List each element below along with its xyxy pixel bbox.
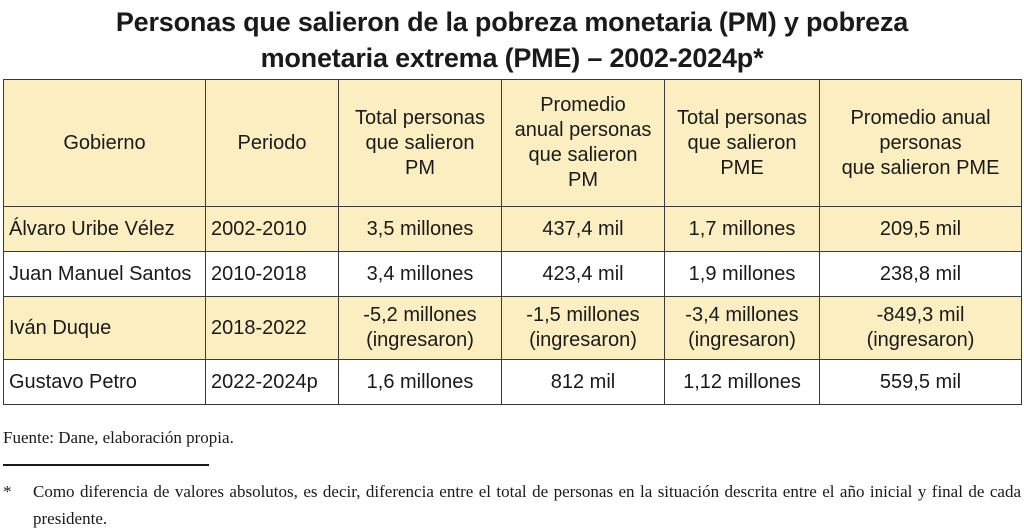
table-row: Álvaro Uribe Vélez 2002-2010 3,5 millones 4… [3, 206, 1022, 252]
table-row: Iván Duque 2018-2022 -5,2 millones (ingresa… [3, 296, 1022, 360]
cell-total-pme: 1,9 millones [664, 251, 820, 297]
cell-promedio-pme: 559,5 mil [819, 359, 1022, 405]
footnote-text: Como diferencia de valores absolutos, es… [33, 482, 1021, 528]
header-text-line: Total personas [354, 106, 486, 129]
header-text-line: Promedio [540, 94, 626, 116]
title-line-1: Personas que salieron de la pobreza mone… [115, 7, 909, 37]
table-body: Álvaro Uribe Vélez 2002-2010 3,5 millones 4… [3, 206, 1022, 405]
header-promedio-pme: Promedio anual personas que salieron PME [819, 79, 1022, 207]
cell-text-line: (ingresaron) [688, 329, 796, 351]
cell-total-pm: 1,6 millones [338, 359, 502, 405]
source-note: Fuente: Dane, elaboración propia. [3, 428, 234, 447]
cell-periodo: 2018-2022 [205, 296, 339, 360]
cell-promedio-pm: 437,4 mil [501, 206, 665, 252]
header-text-line: Periodo [237, 131, 307, 154]
header-periodo: Periodo [205, 79, 339, 207]
cell-text-line: (ingresaron) [366, 329, 474, 351]
cell-promedio-pme: -849,3 mil (ingresaron) [819, 296, 1022, 360]
page-title: Personas que salieron de la pobreza mone… [0, 0, 1024, 80]
cell-text-line: 3,4 millones [366, 262, 474, 285]
cell-text-line: 1,12 millones [683, 370, 801, 393]
cell-text-line: -1,5 millones [526, 304, 640, 326]
header-text-line: personas [879, 131, 962, 154]
cell-text-line: 209,5 mil [879, 217, 962, 240]
header-gobierno: Gobierno [3, 79, 206, 207]
cell-periodo: 2002-2010 [205, 206, 339, 252]
footnote-mark: * [3, 482, 12, 501]
cell-total-pm: 3,5 millones [338, 206, 502, 252]
cell-text-line: 559,5 mil [879, 370, 962, 393]
header-total-pme: Total personas que salieron PME [664, 79, 820, 207]
cell-text-line: -5,2 millones [363, 304, 477, 326]
header-text-line: PM [405, 156, 435, 179]
header-text-line: que salieron PME [841, 156, 1000, 179]
table-row: Gustavo Petro 2022-2024p 1,6 millones 812 m… [3, 359, 1022, 405]
header-text-line: Gobierno [63, 131, 146, 154]
header-text-line: Promedio anual [850, 106, 991, 129]
table-header-row: Gobierno Periodo Total personas que saliero… [3, 79, 1022, 207]
cell-text-line: 238,8 mil [879, 262, 962, 285]
cell-gobierno: Juan Manuel Santos [3, 251, 206, 297]
cell-text-line: 1,6 millones [366, 370, 474, 393]
cell-promedio-pme: 209,5 mil [819, 206, 1022, 252]
header-text-line: que salieron [365, 131, 475, 154]
header-text-line: que salieron [528, 144, 638, 166]
cell-periodo: 2022-2024p [205, 359, 339, 405]
footnote-divider [3, 464, 209, 466]
cell-text-line: 812 mil [550, 370, 616, 393]
cell-text-line: -3,4 millones [685, 304, 799, 326]
cell-text-line: 423,4 mil [542, 262, 624, 285]
cell-text-line: 3,5 millones [366, 217, 474, 240]
header-text-line: Total personas [676, 106, 808, 129]
poverty-table: Gobierno Periodo Total personas que saliero… [3, 79, 1022, 405]
table-row: Juan Manuel Santos 2010-2018 3,4 millones 4… [3, 251, 1022, 297]
cell-promedio-pm: 812 mil [501, 359, 665, 405]
cell-total-pme: 1,7 millones [664, 206, 820, 252]
cell-gobierno: Gustavo Petro [3, 359, 206, 405]
cell-total-pm: 3,4 millones [338, 251, 502, 297]
header-total-pm: Total personas que salieron PM [338, 79, 502, 207]
header-promedio-pm: Promedio anual personas que salieron PM [501, 79, 665, 207]
cell-total-pme: 1,12 millones [664, 359, 820, 405]
cell-promedio-pm: 423,4 mil [501, 251, 665, 297]
cell-gobierno: Iván Duque [3, 296, 206, 360]
header-text-line: anual personas [514, 119, 652, 141]
footnote: * Como diferencia de valores absolutos, … [3, 478, 1021, 532]
cell-text-line: (ingresaron) [529, 329, 637, 351]
cell-promedio-pm: -1,5 millones (ingresaron) [501, 296, 665, 360]
cell-text-line: (ingresaron) [866, 329, 975, 351]
cell-total-pm: -5,2 millones (ingresaron) [338, 296, 502, 360]
header-text-line: que salieron [687, 131, 797, 154]
cell-gobierno: Álvaro Uribe Vélez [3, 206, 206, 252]
header-text-line: PM [568, 169, 598, 191]
cell-total-pme: -3,4 millones (ingresaron) [664, 296, 820, 360]
cell-text-line: 1,7 millones [688, 217, 796, 240]
title-line-2: monetaria extrema (PME) – 2002-2024p* [260, 43, 764, 73]
header-text-line: PME [720, 156, 764, 179]
cell-text-line: 1,9 millones [688, 262, 796, 285]
cell-periodo: 2010-2018 [205, 251, 339, 297]
cell-promedio-pme: 238,8 mil [819, 251, 1022, 297]
cell-text-line: 437,4 mil [542, 217, 624, 240]
cell-text-line: -849,3 mil [876, 304, 965, 326]
